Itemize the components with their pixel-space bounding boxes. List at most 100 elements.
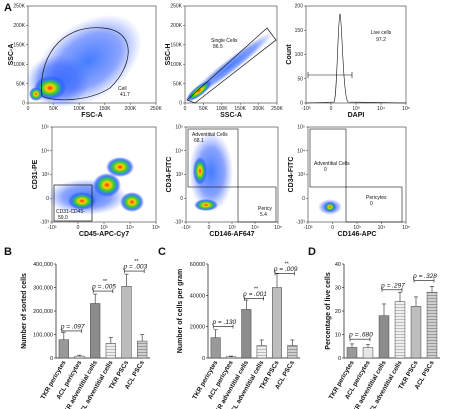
y-tick-label: 10⁵ (175, 125, 183, 131)
y-tick-label: 300,000 (33, 286, 53, 292)
x-tick-label: 10⁴ (251, 225, 259, 231)
panel-letter-a: A (4, 2, 12, 14)
x-tick-label: -10³ (48, 225, 57, 231)
p-value: p = .328 (412, 273, 437, 280)
control-core (324, 202, 336, 212)
y-tick-label: 100K (13, 62, 25, 68)
gate-name: Pericytes (366, 195, 387, 201)
y-axis-label: CD31-PE (32, 159, 39, 189)
y-tick-label: 40 (335, 262, 341, 268)
p-value: p = .297 (380, 282, 405, 289)
y-tick-label: 0 (202, 356, 205, 362)
bar (74, 355, 85, 359)
x-tick-label: 100K (216, 106, 228, 112)
y-axis-label: Count (286, 44, 293, 65)
bar-chart-c: C 0 20000 40000 60000 Number of cells per gra… (158, 246, 300, 409)
y-tick-label: 250K (13, 4, 25, 10)
y-tick-label: 0 (338, 356, 341, 362)
x-tick-label: 100K (73, 106, 85, 112)
panel-letter: C (158, 246, 166, 258)
panel-letter: B (4, 246, 12, 258)
bar (378, 315, 390, 359)
bar (287, 345, 298, 359)
y-tick-label: 10⁵ (41, 125, 49, 131)
y-tick-label: 200 (295, 4, 304, 10)
y-tick-label: 200K (13, 23, 25, 29)
cd45-population (120, 192, 144, 212)
significance-stars: ** (254, 286, 259, 292)
bar (105, 343, 116, 359)
bar (225, 356, 237, 359)
plot-frame (305, 5, 407, 104)
x-tick-label: 50K (49, 106, 59, 112)
y-tick-label: 150K (170, 43, 182, 49)
x-tick-label: -10³ (182, 225, 191, 231)
flow-plot-fsc-ssc: 0 50K 100K 150K 200K 250K 0 50K 100K 150K 200K 250K… (8, 4, 162, 119)
y-tick-label: 100K (170, 62, 182, 68)
bar-chart-b: B 0 100,000 200,000 300,000 400,000 Number of … (4, 246, 150, 409)
y-axis-label: CD34-FITC (288, 157, 295, 193)
bar (426, 291, 438, 359)
x-tick-label: 50K (199, 106, 209, 112)
x-tick-label: 0 (208, 225, 211, 231)
x-tick-label: 0 (184, 106, 187, 112)
y-tick-label: 50 (297, 76, 303, 82)
y-tick-label: 20000 (190, 325, 205, 331)
gate-name: Adventitial Cells (192, 132, 228, 138)
bar (121, 286, 132, 359)
flow-plot-cd34-cd146-apc: -10³ 0 10³ 10⁴ 10⁵ -10³ 0 10³ 10⁴ 10⁵ CD146-APC CD3… (288, 125, 410, 238)
y-tick-label: 10⁴ (297, 148, 305, 154)
x-tick-label: -10³ (302, 106, 311, 112)
bar (58, 339, 69, 359)
y-tick-label: 10 (335, 333, 341, 339)
adventitial-gate (309, 128, 347, 188)
gate-value: 41.7 (120, 92, 130, 98)
gate-value: 86.5 (213, 44, 223, 50)
x-tick-label: 200K (125, 106, 137, 112)
x-tick-label: 0 (331, 225, 334, 231)
dense-core (29, 87, 43, 101)
gate-name: CD31-CD45- (56, 209, 85, 215)
x-tick-label: 250K (271, 106, 283, 112)
significance-stars: ** (103, 279, 108, 285)
y-tick-label: 200,000 (33, 309, 53, 315)
adventitial-core (193, 157, 207, 185)
y-tick-label: -10³ (174, 220, 183, 226)
x-tick-label: 10⁴ (378, 225, 386, 231)
x-tick-label: 150K (234, 106, 246, 112)
bar (256, 345, 267, 359)
bar (90, 303, 101, 359)
x-tick-label: -10³ (304, 225, 313, 231)
y-tick-label: 10⁴ (41, 148, 49, 154)
x-tick-label: 10⁵ (402, 106, 410, 112)
flow-plot-cd31-cd45: -10³010³10⁴10⁵-10³010³10⁴10⁵CD45-APC-Cy7… (32, 125, 160, 238)
y-tick-label: -10³ (296, 220, 305, 226)
p-value: p = .680 (348, 332, 373, 339)
gate-name: Adventitial Cells (314, 161, 350, 167)
y-tick-label: 30 (335, 286, 341, 292)
panel-letter: D (308, 246, 316, 258)
y-axis-label: SSC-H (165, 44, 172, 66)
p-value: p = .097 (60, 323, 85, 330)
y-tick-label: 0 (22, 101, 25, 107)
gate-value: 5.4 (260, 212, 267, 218)
x-tick-label: 10⁴ (126, 225, 134, 231)
gate-value: 0 (370, 201, 373, 207)
flow-plot-dapi: -10³ 0 10³ 10⁴ 10⁵050100150200DAPICountLive … (286, 4, 410, 119)
x-tick-label: 10³ (353, 225, 361, 231)
y-tick-label: 10³ (176, 172, 184, 178)
gate-name: Single Cells (211, 38, 238, 44)
y-tick-label: 100 (295, 52, 304, 58)
gate-name: Pericy (258, 206, 272, 212)
flow-plot-ssc-singlets: 0 50K 100K 150K 200K 250K 0 50K 100K 150K 200K 250K… (165, 4, 283, 119)
y-tick-label: 10³ (42, 172, 50, 178)
gate-value: 97.2 (376, 37, 386, 43)
y-axis-label: Number of sorted cells (21, 273, 28, 349)
y-axis-label: SSC-A (8, 44, 15, 66)
bar (346, 347, 358, 359)
y-tick-label: -10³ (40, 220, 49, 226)
x-tick-label: 250K (150, 106, 162, 112)
y-tick-label: 40000 (190, 293, 205, 299)
